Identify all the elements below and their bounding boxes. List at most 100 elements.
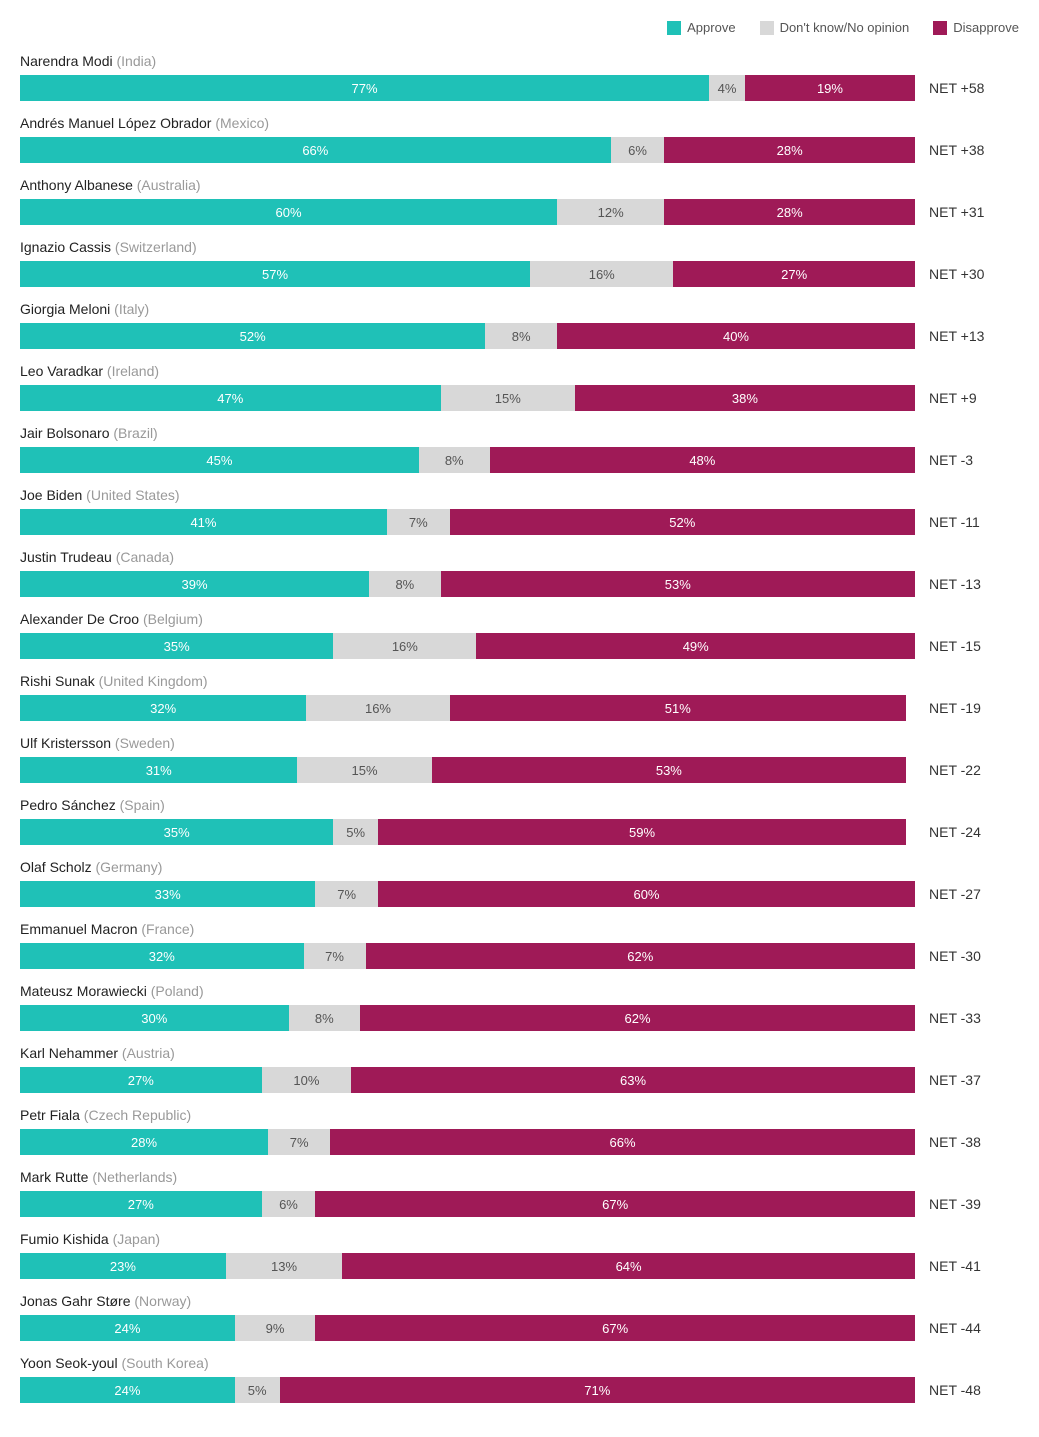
leader-name: Olaf Scholz [20,859,92,875]
segment-approve: 41% [20,509,387,535]
segment-disapprove: 49% [476,633,915,659]
segment-approve: 39% [20,571,369,597]
leader-country: (Spain) [116,797,165,813]
segment-approve: 32% [20,943,304,969]
stacked-bar: 30%8%62% [20,1005,915,1031]
leader-label: Mateusz Morawiecki (Poland) [20,983,1019,999]
segment-neutral: 6% [262,1191,316,1217]
leader-name: Alexander De Croo [20,611,139,627]
leader-name: Narendra Modi [20,53,113,69]
segment-neutral: 13% [226,1253,342,1279]
segment-disapprove: 52% [450,509,915,535]
bar-line: 28%7%66% NET -38 [20,1129,1019,1155]
segment-disapprove: 53% [432,757,906,783]
leader-name: Jonas Gahr Støre [20,1293,131,1309]
segment-approve: 66% [20,137,611,163]
segment-disapprove: 67% [315,1191,915,1217]
bar-line: 33%7%60%NET -27 [20,881,1019,907]
leader-row: Mateusz Morawiecki (Poland)30%8%62%NET -… [20,983,1019,1031]
leader-country: (Poland) [147,983,204,999]
leader-country: (Germany) [92,859,163,875]
bar-line: 35%5%59%NET -24 [20,819,1019,845]
segment-neutral: 7% [268,1129,330,1155]
segment-neutral: 15% [297,757,431,783]
net-value: NET +9 [929,390,1019,406]
net-value: NET +31 [929,204,1019,220]
segment-disapprove: 48% [490,447,915,473]
segment-disapprove: 71% [280,1377,915,1403]
segment-disapprove: 38% [575,385,915,411]
leader-name: Ignazio Cassis [20,239,111,255]
stacked-bar: 35%16%49% [20,633,915,659]
segment-neutral: 12% [557,199,664,225]
segment-neutral: 15% [441,385,575,411]
segment-neutral: 7% [315,881,378,907]
bar-line: 57%16%27%NET +30 [20,261,1019,287]
segment-approve: 77% [20,75,709,101]
bar-line: 47%15%38% NET +9 [20,385,1019,411]
leader-label: Alexander De Croo (Belgium) [20,611,1019,627]
segment-neutral: 8% [369,571,441,597]
segment-neutral: 10% [262,1067,352,1093]
leader-row: Anthony Albanese (Australia)60%12%28%NET… [20,177,1019,225]
net-value: NET -30 [929,948,1019,964]
leader-name: Ulf Kristersson [20,735,111,751]
bar-line: 66%6%28%NET +38 [20,137,1019,163]
leader-name: Petr Fiala [20,1107,80,1123]
leader-row: Olaf Scholz (Germany) 33%7%60%NET -27 [20,859,1019,907]
segment-disapprove: 28% [664,137,915,163]
leader-label: Mark Rutte (Netherlands) [20,1169,1019,1185]
legend-label: Disapprove [953,20,1019,35]
leader-name: Anthony Albanese [20,177,133,193]
segment-neutral: 7% [304,943,366,969]
leader-row: Andrés Manuel López Obrador (Mexico)66%6… [20,115,1019,163]
segment-approve: 47% [20,385,441,411]
net-value: NET -38 [929,1134,1019,1150]
leader-country: (France) [138,921,195,937]
leader-name: Karl Nehammer [20,1045,118,1061]
chart-rows: Narendra Modi (India)77%4%19%NET +58 Andr… [20,53,1019,1403]
stacked-bar: 57%16%27% [20,261,915,287]
stacked-bar: 33%7%60% [20,881,915,907]
leader-label: Jair Bolsonaro (Brazil) [20,425,1019,441]
legend-item-disapprove: Disapprove [933,20,1019,35]
segment-neutral: 6% [611,137,665,163]
bar-line: 77%4%19%NET +58 [20,75,1019,101]
net-value: NET +13 [929,328,1019,344]
segment-disapprove: 62% [360,1005,915,1031]
bar-line: 35%16%49%NET -15 [20,633,1019,659]
leader-row: Jair Bolsonaro (Brazil)45%8%48%NET -3 [20,425,1019,473]
segment-approve: 23% [20,1253,226,1279]
stacked-bar: 41%7%52% [20,509,915,535]
leader-country: (Japan) [109,1231,160,1247]
leader-country: (Switzerland) [111,239,197,255]
segment-neutral: 9% [235,1315,316,1341]
leader-row: Leo Varadkar (Ireland)47%15%38%NET +9 [20,363,1019,411]
leader-row: Narendra Modi (India)77%4%19%NET +58 [20,53,1019,101]
segment-approve: 52% [20,323,485,349]
stacked-bar: 28%7%66% [20,1129,915,1155]
leader-country: (Czech Republic) [80,1107,191,1123]
segment-disapprove: 59% [378,819,906,845]
legend: ApproveDon't know/No opinionDisapprove [20,20,1019,35]
bar-line: 32%16%51%NET -19 [20,695,1019,721]
stacked-bar: 24%5%71% [20,1377,915,1403]
segment-approve: 33% [20,881,315,907]
leader-label: Giorgia Meloni (Italy) [20,301,1019,317]
leader-label: Ulf Kristersson (Sweden) [20,735,1019,751]
stacked-bar: 23%13%64% [20,1253,915,1279]
leader-label: Fumio Kishida (Japan) [20,1231,1019,1247]
segment-neutral: 7% [387,509,450,535]
leader-name: Justin Trudeau [20,549,112,565]
stacked-bar: 47%15%38% [20,385,915,411]
leader-country: (Austria) [118,1045,175,1061]
leader-country: (United States) [82,487,179,503]
segment-disapprove: 51% [450,695,906,721]
bar-line: 27%6%67%NET -39 [20,1191,1019,1217]
leader-country: (Belgium) [139,611,203,627]
leader-label: Justin Trudeau (Canada) [20,549,1019,565]
leader-name: Joe Biden [20,487,82,503]
leader-row: Joe Biden (United States)41%7%52%NET -11 [20,487,1019,535]
bar-line: 32%7%62%NET -30 [20,943,1019,969]
leader-row: Mark Rutte (Netherlands) 27%6%67%NET -39 [20,1169,1019,1217]
